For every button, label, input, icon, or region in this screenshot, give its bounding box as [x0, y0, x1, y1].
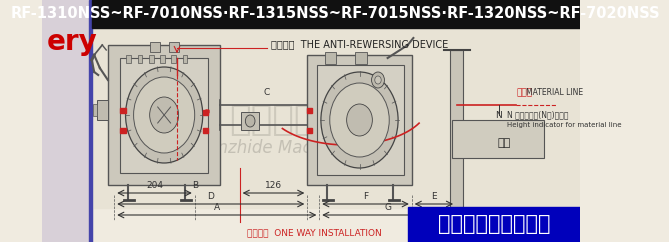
- Text: A: A: [213, 203, 220, 212]
- Text: 逆向裝置  THE ANTI-REWERSING DEVICE: 逆向裝置 THE ANTI-REWERSING DEVICE: [271, 39, 448, 49]
- Text: 204: 204: [146, 181, 163, 190]
- Text: 晋志德機械: 晋志德機械: [229, 103, 337, 137]
- Text: D: D: [207, 192, 214, 201]
- Text: E: E: [431, 192, 437, 201]
- Bar: [120, 108, 126, 113]
- Bar: [42, 0, 92, 242]
- Circle shape: [330, 83, 389, 157]
- Circle shape: [371, 72, 385, 88]
- Bar: [126, 55, 131, 63]
- Bar: [88, 0, 92, 242]
- Bar: [307, 128, 312, 133]
- Bar: [452, 120, 545, 158]
- Text: G: G: [384, 203, 391, 212]
- Text: ery: ery: [47, 28, 98, 56]
- Bar: [317, 65, 403, 175]
- Bar: [171, 55, 176, 63]
- Text: B: B: [191, 181, 198, 190]
- Bar: [203, 110, 207, 115]
- Bar: [138, 55, 142, 63]
- Bar: [242, 112, 259, 130]
- Circle shape: [134, 77, 195, 153]
- Text: D: D: [308, 109, 313, 115]
- Bar: [325, 52, 337, 64]
- Text: Jinzhide Machinery: Jinzhide Machinery: [209, 139, 365, 157]
- Text: 單向裝置  ONE WAY INSTALLATION: 單向裝置 ONE WAY INSTALLATION: [247, 228, 382, 237]
- Circle shape: [375, 76, 381, 84]
- Text: 滚輪送料機外型尺寸: 滚輪送料機外型尺寸: [438, 214, 550, 234]
- Text: 材料線: 材料線: [516, 88, 533, 97]
- Bar: [307, 55, 411, 185]
- Circle shape: [150, 97, 179, 133]
- Text: N: N: [495, 111, 502, 120]
- Bar: [92, 104, 98, 116]
- Circle shape: [126, 67, 203, 163]
- Circle shape: [246, 115, 255, 127]
- Bar: [407, 207, 580, 242]
- Bar: [355, 52, 367, 64]
- Circle shape: [321, 72, 398, 168]
- Bar: [92, 0, 580, 28]
- Bar: [450, 50, 463, 208]
- Bar: [120, 58, 208, 173]
- Bar: [183, 55, 187, 63]
- Bar: [160, 55, 165, 63]
- Text: RF-1310NSS~RF-7010NSS·RF-1315NSS~RF-7015NSS·RF-1320NSS~RF-7020NSS: RF-1310NSS~RF-7010NSS·RF-1315NSS~RF-7015…: [11, 7, 660, 22]
- Text: 平板: 平板: [498, 138, 511, 148]
- Bar: [108, 45, 220, 185]
- Text: 126: 126: [265, 181, 282, 190]
- Text: MATERIAL LINE: MATERIAL LINE: [526, 88, 583, 97]
- Bar: [203, 128, 207, 133]
- Text: Height indicator for material line: Height indicator for material line: [506, 122, 621, 128]
- Bar: [151, 42, 160, 52]
- Bar: [92, 28, 580, 208]
- Circle shape: [347, 104, 373, 136]
- Text: F: F: [363, 192, 368, 201]
- Bar: [307, 108, 312, 113]
- Text: D: D: [204, 109, 209, 115]
- Text: N 材料線高度(N倦)提示尺: N 材料線高度(N倦)提示尺: [506, 111, 568, 120]
- Bar: [120, 128, 126, 133]
- Text: C: C: [264, 88, 270, 97]
- Bar: [169, 42, 179, 52]
- Bar: [96, 100, 108, 120]
- Bar: [149, 55, 154, 63]
